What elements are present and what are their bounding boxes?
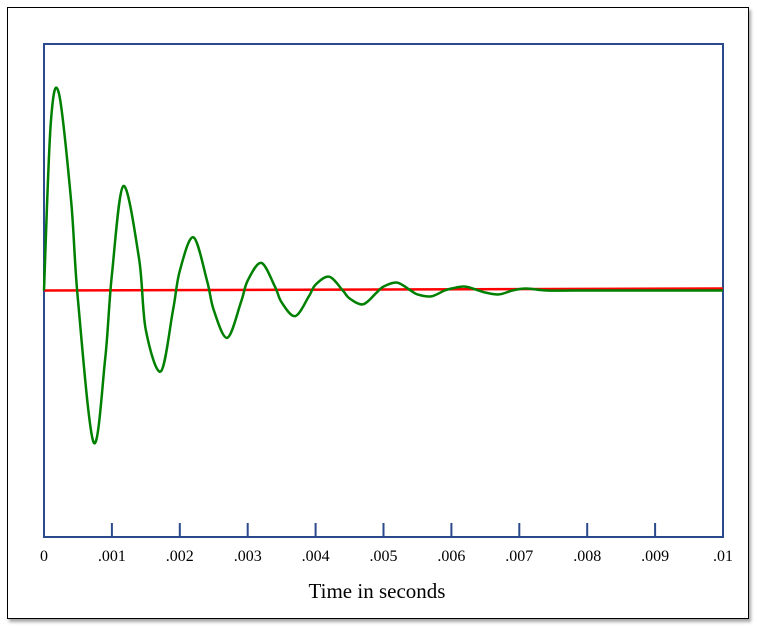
x-axis-title: Time in seconds [309,579,446,603]
x-tick-label: .002 [166,548,194,565]
x-axis-ticks [43,523,724,537]
x-axis-tick-labels: 0 .001 .002 .003 .004 .005 .006 .007 .008 .009 .01 [40,548,733,565]
x-tick-label: .008 [573,548,601,565]
series-layer [42,86,724,445]
x-tick-label: .003 [234,548,262,565]
x-tick-label: .004 [302,548,330,565]
x-tick-label: .006 [437,548,465,565]
x-tick-label: .01 [713,548,733,565]
chart-svg: 0 .001 .002 .003 .004 .005 .006 .007 .008 .009 .01… [40,43,733,603]
x-tick-label: .007 [505,548,533,565]
x-tick-label: 0 [40,548,48,565]
x-tick-label: .001 [98,548,126,565]
chart-frame: 0 .001 .002 .003 .004 .005 .006 .007 .008 .009 .01… [7,7,749,619]
x-tick-label: .009 [641,548,669,565]
series-line-red [43,287,724,292]
series-line-green [42,86,723,445]
x-tick-label: .005 [370,548,398,565]
